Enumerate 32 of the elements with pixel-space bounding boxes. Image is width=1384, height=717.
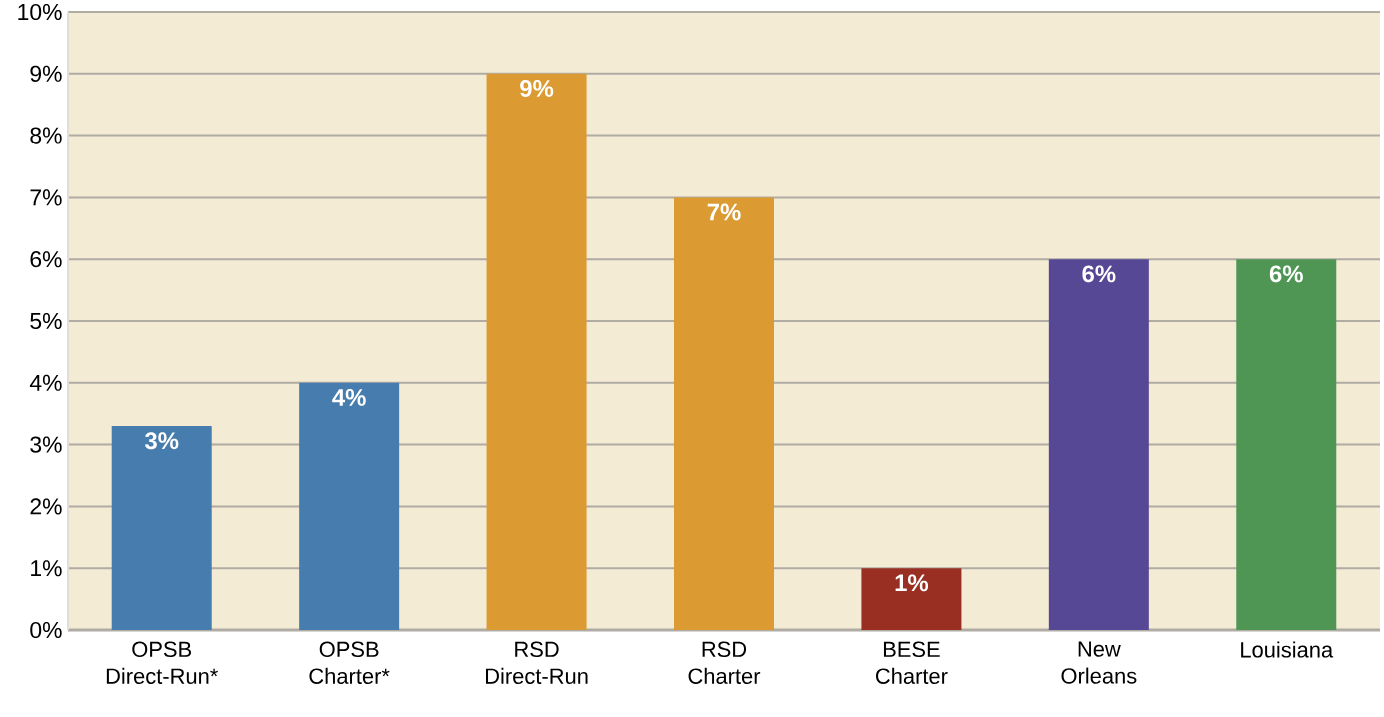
y-tick-label: 3% [30,436,62,453]
data-label: 9% [520,80,554,97]
bar [299,382,400,630]
bar [673,197,774,630]
y-tick-label: 7% [30,189,62,206]
y-tick-label: 5% [30,312,62,330]
y-tick-label: 2% [30,498,62,515]
bar [1236,259,1337,630]
data-label: 4% [332,388,366,406]
x-tick-label: BESE Charter [875,641,948,684]
y-tick-label: 0% [30,621,62,639]
y-tick-label: 10% [18,3,62,21]
x-tick-label: OPSB Charter* [309,641,390,684]
y-tick-label: 9% [30,65,62,82]
y-tick-label: 8% [30,127,62,144]
x-tick-label: Louisiana [1241,641,1334,658]
data-label: 1% [895,574,929,592]
bar [111,426,212,630]
y-tick-label: 6% [30,251,62,268]
bar [486,73,587,630]
x-tick-label: RSD Charter [688,641,761,684]
x-tick-label: New Orleans [1061,641,1137,684]
x-tick-label: RSD Direct-Run [485,641,588,684]
data-label: 3% [144,432,179,450]
x-tick-label: OPSB Direct-Run* [106,641,218,684]
data-label: 7% [707,203,741,221]
y-tick-label: 1% [31,560,62,577]
y-tick-label: 4% [29,374,62,391]
bar [861,568,962,630]
bar [1048,259,1149,630]
data-label: 6% [1082,265,1116,283]
data-label: 6% [1269,265,1303,283]
